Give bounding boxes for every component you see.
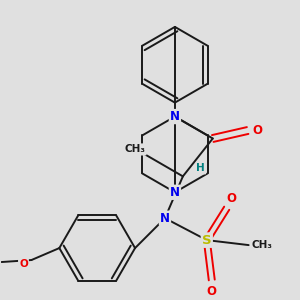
Text: CH₃: CH₃ <box>124 144 146 154</box>
Text: H: H <box>196 164 205 173</box>
Text: S: S <box>202 234 211 247</box>
Text: O: O <box>227 192 237 205</box>
Text: O: O <box>253 124 262 137</box>
Text: O: O <box>19 259 28 269</box>
Text: O: O <box>207 285 217 298</box>
Text: N: N <box>170 186 180 199</box>
Text: CH₃: CH₃ <box>252 240 273 250</box>
Text: N: N <box>160 212 170 225</box>
Text: N: N <box>170 110 180 123</box>
